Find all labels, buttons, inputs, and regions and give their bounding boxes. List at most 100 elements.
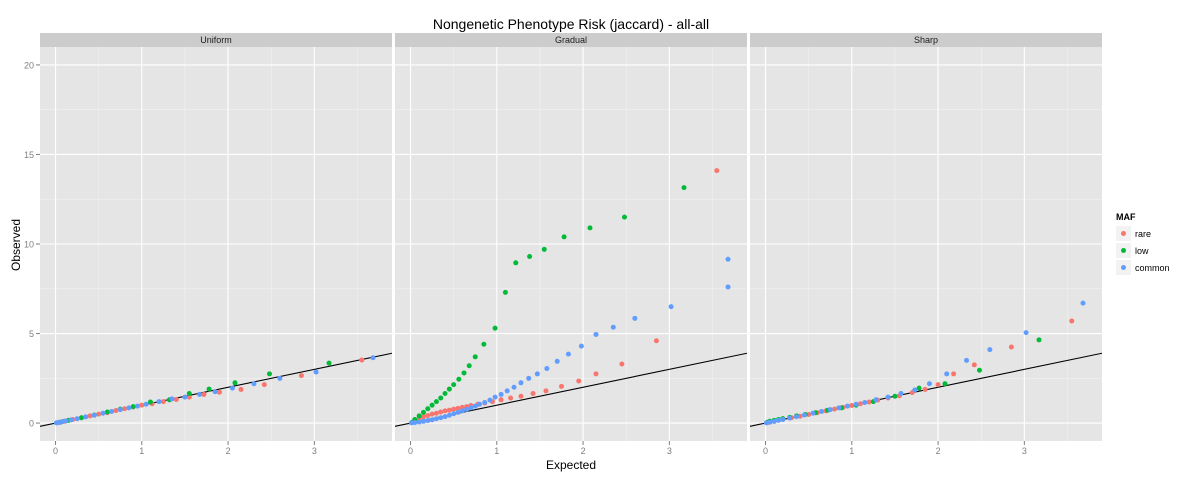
legend-label: rare bbox=[1135, 229, 1151, 239]
data-point-common bbox=[511, 384, 517, 390]
legend-label: low bbox=[1135, 246, 1149, 256]
data-point-common bbox=[169, 396, 175, 402]
x-tick-label: 2 bbox=[226, 446, 231, 456]
data-point-low bbox=[916, 385, 922, 391]
x-axis-title: Expected bbox=[546, 458, 596, 472]
data-point-common bbox=[74, 416, 80, 422]
data-point-rare bbox=[518, 393, 524, 399]
data-point-rare bbox=[459, 404, 465, 410]
data-point-rare bbox=[425, 413, 431, 419]
data-point-common bbox=[442, 414, 448, 420]
data-point-low bbox=[420, 409, 426, 415]
data-point-common bbox=[668, 304, 674, 310]
data-point-common bbox=[898, 391, 904, 397]
data-point-low bbox=[429, 402, 435, 408]
data-point-common bbox=[827, 407, 833, 413]
data-point-low bbox=[78, 415, 84, 421]
data-point-common bbox=[91, 412, 97, 418]
data-point-rare bbox=[261, 382, 267, 388]
data-point-rare bbox=[429, 411, 435, 417]
series-common bbox=[763, 300, 1086, 426]
data-point-rare bbox=[420, 414, 426, 420]
data-point-common bbox=[126, 405, 132, 411]
data-point-common bbox=[504, 388, 510, 394]
data-point-rare bbox=[186, 394, 192, 400]
data-point-rare bbox=[160, 399, 166, 405]
data-point-common bbox=[370, 355, 376, 361]
data-point-low bbox=[104, 409, 110, 415]
chart-title: Nongenetic Phenotype Risk (jaccard) - al… bbox=[433, 16, 709, 32]
data-point-low bbox=[942, 381, 948, 387]
data-point-common bbox=[544, 365, 550, 371]
data-point-common bbox=[885, 394, 891, 400]
data-point-rare bbox=[122, 406, 128, 412]
data-point-common bbox=[472, 403, 478, 409]
data-point-common bbox=[492, 394, 498, 400]
data-point-common bbox=[610, 324, 616, 330]
data-point-low bbox=[502, 289, 508, 295]
data-point-common bbox=[109, 408, 115, 414]
data-point-common bbox=[844, 403, 850, 409]
data-point-common bbox=[134, 403, 140, 409]
data-point-rare bbox=[543, 388, 549, 394]
data-point-low bbox=[232, 380, 238, 386]
data-point-common bbox=[1080, 300, 1086, 306]
series-low bbox=[409, 185, 687, 425]
data-point-rare bbox=[113, 408, 119, 414]
x-tick-label: 0 bbox=[763, 446, 768, 456]
data-point-common bbox=[277, 375, 283, 381]
series-common bbox=[408, 256, 731, 426]
x-tick-label: 0 bbox=[53, 446, 58, 456]
data-point-rare bbox=[806, 411, 812, 417]
data-point-common bbox=[767, 419, 773, 425]
data-point-rare bbox=[446, 407, 452, 413]
data-point-low bbox=[976, 367, 982, 373]
data-point-common bbox=[780, 417, 786, 423]
data-point-low bbox=[206, 386, 212, 392]
data-point-common bbox=[873, 397, 879, 403]
data-point-common bbox=[143, 401, 149, 407]
data-point-common bbox=[725, 284, 731, 290]
data-point-common bbox=[433, 416, 439, 422]
data-point-low bbox=[433, 399, 439, 405]
legend-marker-low bbox=[1121, 248, 1126, 253]
data-point-common bbox=[197, 391, 203, 397]
data-point-rare bbox=[714, 168, 720, 174]
facet-label: Uniform bbox=[200, 35, 232, 45]
data-point-common bbox=[912, 387, 918, 393]
data-point-common bbox=[565, 351, 571, 357]
data-point-common bbox=[446, 412, 452, 418]
data-point-rare bbox=[173, 396, 179, 402]
y-tick-label: 0 bbox=[29, 419, 34, 429]
data-point-common bbox=[526, 375, 532, 381]
panel-sharp: Sharp 0 1 2 3 bbox=[750, 33, 1102, 456]
y-axis-title: Observed bbox=[9, 219, 23, 271]
data-point-low bbox=[416, 413, 422, 419]
data-point-common bbox=[819, 408, 825, 414]
data-point-common bbox=[836, 405, 842, 411]
data-point-common bbox=[63, 418, 69, 424]
data-point-common bbox=[926, 381, 932, 387]
data-point-low bbox=[561, 234, 567, 240]
data-point-rare bbox=[653, 338, 659, 344]
x-tick-label: 2 bbox=[581, 446, 586, 456]
data-point-common bbox=[1023, 330, 1029, 336]
data-point-common bbox=[487, 397, 493, 403]
panel-gradual: Gradual 0 1 2 3 bbox=[395, 33, 747, 456]
data-point-common bbox=[794, 414, 800, 420]
facet-strip-sharp bbox=[750, 33, 1102, 47]
data-point-rare bbox=[922, 386, 928, 392]
x-tick-label: 1 bbox=[494, 446, 499, 456]
data-point-low bbox=[892, 393, 898, 399]
data-point-rare bbox=[201, 391, 207, 397]
data-point-low bbox=[587, 225, 593, 231]
legend-items: rare low common bbox=[1116, 226, 1170, 275]
data-point-low bbox=[681, 185, 687, 191]
data-point-common bbox=[182, 394, 188, 400]
data-point-common bbox=[498, 391, 504, 397]
data-point-common bbox=[944, 371, 950, 377]
data-point-low bbox=[130, 404, 136, 410]
data-point-low bbox=[147, 399, 153, 405]
data-point-low bbox=[438, 395, 444, 401]
